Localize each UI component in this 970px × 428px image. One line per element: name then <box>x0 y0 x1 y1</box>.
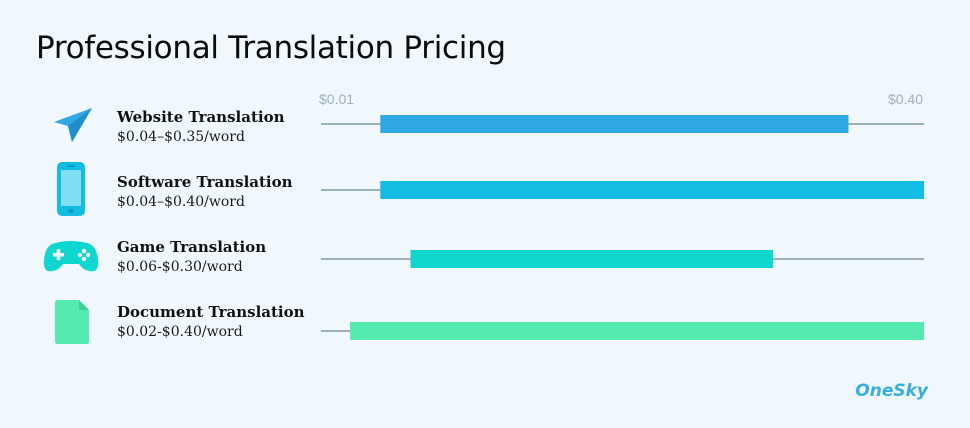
range-text-software: $0.04–$0.40/word <box>117 194 245 210</box>
category-label-document: Document Translation <box>117 303 305 321</box>
range-bar <box>380 181 924 199</box>
category-label-website: Website Translation <box>117 108 285 126</box>
document-icon <box>55 300 89 344</box>
category-label-software: Software Translation <box>117 173 293 191</box>
paper-plane-icon <box>54 108 92 142</box>
category-label-game: Game Translation <box>117 238 267 256</box>
page-title: Professional Translation Pricing <box>36 30 506 66</box>
range-bar <box>380 115 849 133</box>
range-bar <box>350 322 925 340</box>
onesky-logo: OneSky <box>855 381 928 401</box>
gamepad-icon <box>43 241 99 272</box>
range-bar <box>410 250 773 268</box>
axis-label-max: $0.40 <box>888 91 923 107</box>
axis-label-min: $0.01 <box>319 91 354 107</box>
range-text-game: $0.06-$0.30/word <box>117 259 243 275</box>
range-text-website: $0.04–$0.35/word <box>117 129 245 145</box>
smartphone-icon <box>57 162 85 216</box>
range-text-document: $0.02-$0.40/word <box>117 324 243 340</box>
